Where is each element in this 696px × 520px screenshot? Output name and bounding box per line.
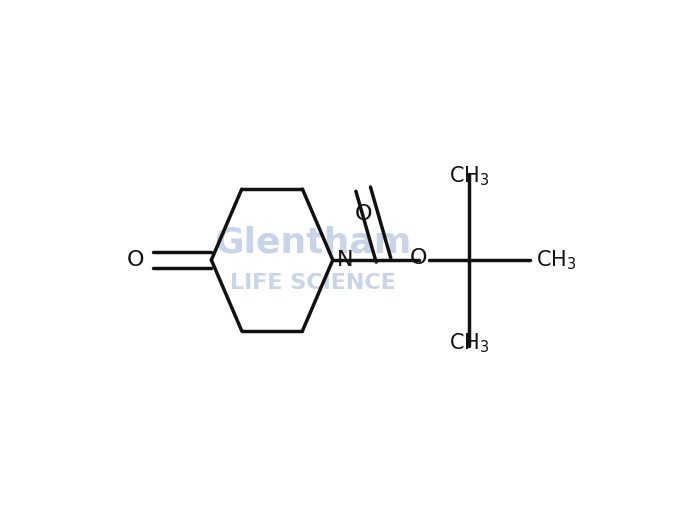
Text: O: O — [410, 249, 427, 268]
Text: CH$_3$: CH$_3$ — [449, 332, 490, 355]
Text: O: O — [354, 204, 372, 224]
Text: LIFE SCIENCE: LIFE SCIENCE — [230, 273, 395, 293]
Text: CH$_3$: CH$_3$ — [537, 248, 577, 272]
Text: Glentham: Glentham — [214, 225, 411, 259]
Text: O: O — [127, 250, 144, 270]
Text: CH$_3$: CH$_3$ — [449, 165, 490, 188]
Text: N: N — [337, 250, 354, 270]
